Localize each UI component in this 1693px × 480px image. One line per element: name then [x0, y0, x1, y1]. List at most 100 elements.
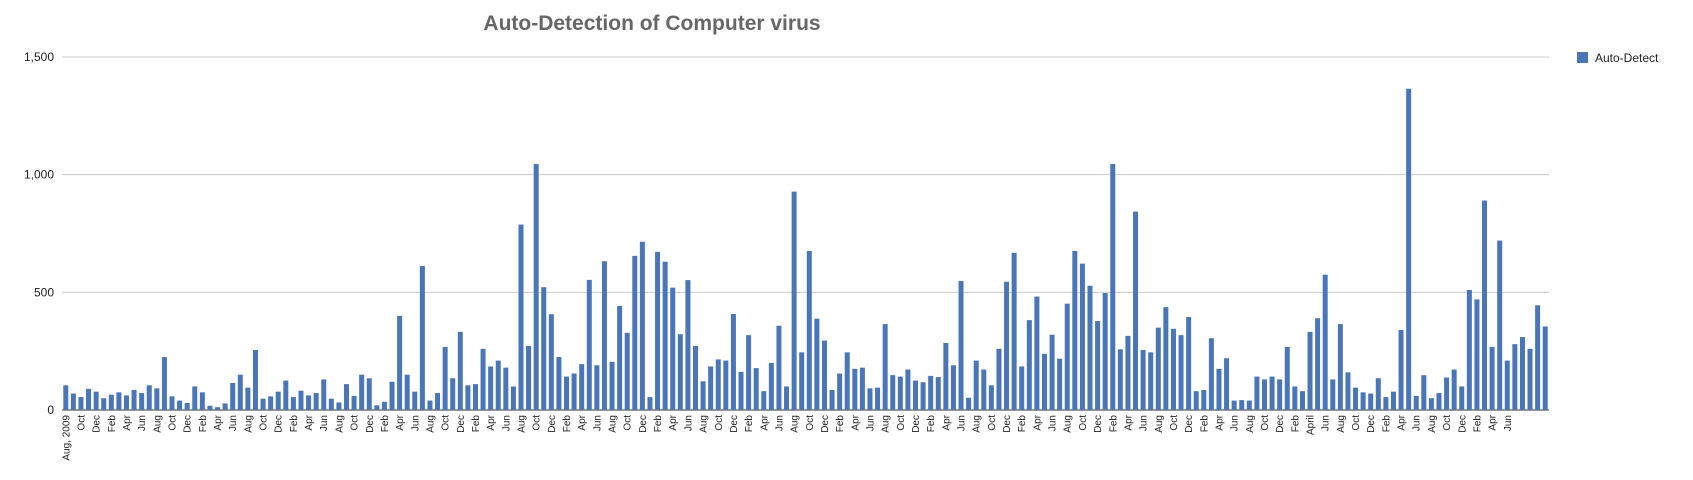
bar — [321, 379, 327, 410]
x-tick-label: Oct — [1078, 415, 1089, 431]
bar — [237, 374, 243, 410]
x-tick-label: Apr — [1488, 414, 1499, 430]
bar — [404, 374, 410, 410]
bar — [1398, 329, 1404, 410]
x-tick-label: Jun — [1139, 415, 1150, 431]
x-tick-label: Aug — [1245, 415, 1256, 433]
x-tick-label: Feb — [653, 415, 664, 433]
bar — [1155, 327, 1161, 410]
x-tick-label: Aug — [1063, 415, 1074, 433]
bar — [1140, 349, 1146, 410]
x-tick-label: Apr — [304, 414, 315, 430]
bar — [905, 369, 911, 410]
bar — [275, 391, 281, 410]
bar — [1406, 88, 1412, 411]
bar — [882, 324, 888, 410]
y-tick-label: 0 — [47, 403, 54, 417]
bar — [753, 368, 759, 410]
bar — [381, 401, 387, 410]
bar — [222, 403, 228, 410]
bar — [412, 391, 418, 410]
bar — [541, 287, 547, 410]
bar — [1519, 337, 1525, 410]
bar — [1466, 289, 1472, 410]
bar — [1345, 372, 1351, 410]
x-tick-label: Oct — [805, 415, 816, 431]
bar — [875, 387, 881, 410]
bar — [943, 342, 949, 410]
bar — [958, 281, 964, 410]
bar — [1542, 326, 1548, 410]
x-tick-label: Oct — [1442, 415, 1453, 431]
x-tick-label: Dec — [92, 415, 103, 433]
x-tick-label: Dec — [456, 415, 467, 433]
bar — [556, 357, 562, 410]
x-tick-label: Feb — [562, 415, 573, 433]
x-tick-label: Jun — [1230, 415, 1241, 431]
bar — [973, 360, 979, 410]
bar — [761, 391, 767, 410]
y-tick-label: 1,000 — [24, 168, 54, 182]
bar — [465, 385, 471, 410]
bar — [1208, 338, 1214, 410]
bar — [700, 381, 706, 410]
bar — [480, 348, 486, 410]
x-tick-label: Oct — [987, 415, 998, 431]
x-tick-label: Oct — [532, 415, 543, 431]
x-tick-label: Apr — [1214, 414, 1225, 430]
x-tick-label: Dec — [1093, 415, 1104, 433]
bar — [867, 388, 873, 410]
bar — [1527, 348, 1533, 410]
bar — [768, 362, 774, 410]
x-tick-label: Feb — [1199, 415, 1210, 433]
bar — [343, 384, 350, 410]
bar — [928, 375, 934, 410]
bar — [950, 365, 956, 410]
bar — [1315, 318, 1321, 410]
bar — [624, 332, 630, 410]
bar — [920, 382, 926, 410]
bar — [427, 400, 433, 410]
bar — [670, 287, 676, 410]
bar — [677, 334, 683, 410]
bar — [837, 373, 843, 410]
bar — [617, 305, 623, 410]
x-tick-label: Aug — [243, 415, 254, 433]
x-tick-label: Aug — [608, 415, 619, 433]
bar — [298, 390, 304, 410]
bar — [852, 368, 858, 410]
bar — [510, 386, 516, 410]
bar — [1353, 387, 1359, 410]
bar — [1299, 391, 1305, 410]
bar — [63, 385, 69, 410]
bar — [784, 386, 790, 410]
bar — [609, 361, 615, 410]
bar — [260, 398, 266, 410]
bar — [1072, 250, 1078, 410]
bar — [1254, 376, 1260, 410]
bar — [1246, 400, 1252, 410]
bar — [1079, 263, 1085, 410]
bar — [359, 374, 365, 410]
bar — [230, 382, 236, 410]
bar — [1087, 285, 1093, 410]
bar — [1375, 378, 1381, 410]
x-tick-label: Jun — [501, 415, 512, 431]
x-tick-label: Dec — [1184, 415, 1195, 433]
bar — [1170, 328, 1176, 410]
bar — [1261, 379, 1268, 410]
bar — [503, 367, 509, 410]
bar — [647, 397, 653, 410]
bar — [791, 191, 797, 410]
bar — [890, 375, 896, 410]
bar — [397, 315, 403, 410]
x-tick-label: Apr — [941, 414, 952, 430]
x-tick-label: Apr — [1397, 414, 1408, 430]
x-tick-label: Aug — [425, 415, 436, 433]
bar — [374, 405, 380, 410]
bar — [450, 378, 456, 410]
x-tick-label: Aug — [881, 415, 892, 433]
bar — [692, 345, 698, 410]
x-tick-label: Oct — [350, 415, 361, 431]
x-tick-label: Aug — [972, 415, 983, 433]
